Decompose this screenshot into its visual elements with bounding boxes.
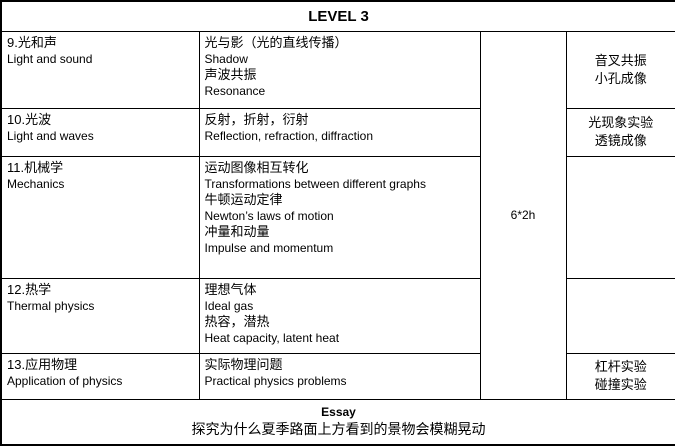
content-line: 冲量和动量 bbox=[204, 223, 270, 239]
topic-zh: 9.光和声 bbox=[7, 34, 57, 50]
hours-cell: 6*2h bbox=[479, 30, 567, 400]
experiments-cell bbox=[565, 277, 675, 354]
experiments-cell: 光现象实验 透镜成像 bbox=[565, 107, 675, 157]
content-line: Practical physics problems bbox=[204, 373, 347, 388]
content-line: 运动图像相互转化 bbox=[204, 159, 309, 175]
content-line: Shadow bbox=[204, 51, 248, 66]
topic-zh: 13.应用物理 bbox=[7, 356, 78, 372]
content-line: 牛顿运动定律 bbox=[204, 191, 283, 207]
content-line: 反射，折射，衍射 bbox=[204, 111, 309, 127]
experiment-line: 碰撞实验 bbox=[594, 377, 647, 392]
content-line: 理想气体 bbox=[204, 281, 257, 297]
experiments-cell: 音叉共振 小孔成像 bbox=[565, 30, 675, 109]
topic-en: Application of physics bbox=[7, 373, 123, 388]
experiment-line: 透镜成像 bbox=[594, 133, 647, 148]
content-cell: 光与影（光的直线传播） Shadow 声波共振 Resonance bbox=[198, 30, 481, 109]
topic-en: Thermal physics bbox=[7, 298, 95, 313]
content-line: Impulse and momentum bbox=[204, 240, 334, 255]
table-title: LEVEL 3 bbox=[0, 0, 675, 32]
experiment-line: 音叉共振 bbox=[594, 52, 647, 68]
essay-text: 探究为什么夏季路面上方看到的景物会模糊晃动 bbox=[191, 421, 486, 438]
content-cell: 实际物理问题 Practical physics problems bbox=[198, 352, 481, 400]
experiments-cell: 杠杆实验 碰撞实验 bbox=[565, 352, 675, 400]
topic-en: Mechanics bbox=[7, 176, 65, 191]
topic-en: Light and waves bbox=[7, 128, 94, 143]
essay-footer: Essay 探究为什么夏季路面上方看到的景物会模糊晃动 bbox=[0, 398, 675, 446]
experiment-line: 小孔成像 bbox=[594, 70, 647, 86]
content-line: Resonance bbox=[204, 83, 266, 98]
topic-en: Light and sound bbox=[7, 51, 93, 66]
topic-cell: 10.光波 Light and waves bbox=[0, 107, 200, 157]
content-line: Ideal gas bbox=[204, 298, 254, 313]
content-line: Newton’s laws of motion bbox=[204, 208, 334, 223]
content-line: 光与影（光的直线传播） bbox=[204, 34, 348, 50]
content-cell: 理想气体 Ideal gas 热容，潜热 Heat capacity, late… bbox=[198, 277, 481, 354]
experiments-cell bbox=[565, 155, 675, 279]
topic-cell: 11.机械学 Mechanics bbox=[0, 155, 200, 279]
topic-cell: 13.应用物理 Application of physics bbox=[0, 352, 200, 400]
content-line: Heat capacity, latent heat bbox=[204, 330, 340, 345]
topic-cell: 9.光和声 Light and sound bbox=[0, 30, 200, 109]
content-line: Transformations between different graphs bbox=[204, 176, 426, 191]
topic-zh: 11.机械学 bbox=[7, 159, 64, 175]
content-cell: 反射，折射，衍射 Reflection, refraction, diffrac… bbox=[198, 107, 481, 157]
content-line: 声波共振 bbox=[204, 66, 257, 82]
essay-title: Essay bbox=[321, 405, 356, 420]
topic-zh: 12.热学 bbox=[7, 281, 52, 297]
experiment-line: 光现象实验 bbox=[588, 115, 654, 130]
content-line: Reflection, refraction, diffraction bbox=[204, 128, 374, 143]
content-cell: 运动图像相互转化 Transformations between differe… bbox=[198, 155, 481, 279]
content-line: 热容，潜热 bbox=[204, 313, 270, 329]
content-line: 实际物理问题 bbox=[204, 356, 283, 372]
experiment-line: 杠杆实验 bbox=[594, 359, 647, 374]
topic-cell: 12.热学 Thermal physics bbox=[0, 277, 200, 354]
topic-zh: 10.光波 bbox=[7, 111, 52, 127]
